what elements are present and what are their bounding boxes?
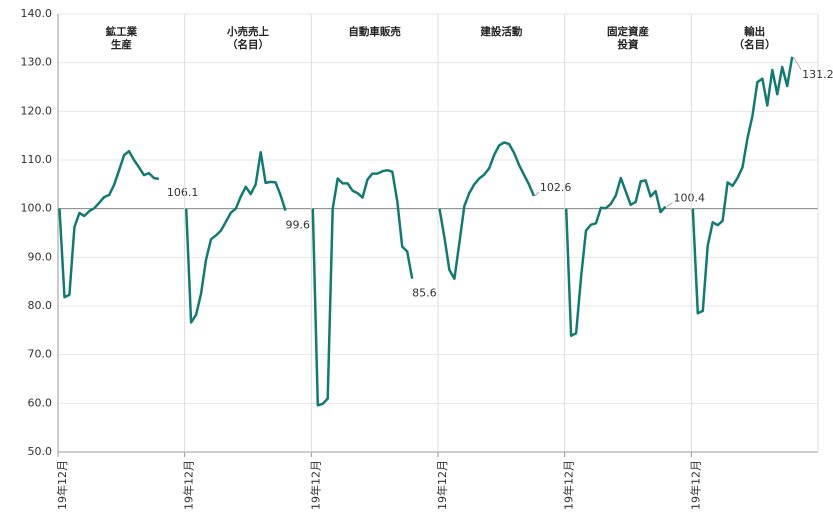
line-series <box>311 168 414 407</box>
x-tick-label: 19年12月 <box>55 460 69 510</box>
leader-line <box>666 202 673 208</box>
line-series <box>58 149 160 299</box>
line-series <box>184 150 287 324</box>
panel-title: 生産 <box>111 38 132 51</box>
leader-line <box>792 56 802 71</box>
data-label: 99.6 <box>286 219 311 232</box>
line-series <box>438 141 536 280</box>
y-tick-label: 120.0 <box>21 104 53 117</box>
data-label: 100.4 <box>674 192 706 205</box>
data-label: 106.1 <box>167 186 199 199</box>
y-tick-label: 100.0 <box>21 202 53 215</box>
leader-line <box>534 191 540 197</box>
data-label: 131.2 <box>802 68 833 81</box>
panel-title: 自動車販売 <box>348 25 401 38</box>
y-tick-label: 110.0 <box>21 153 53 166</box>
y-tick-label: 90.0 <box>28 250 53 263</box>
line-series <box>564 176 667 337</box>
panel-title: （名目） <box>734 38 776 51</box>
panel-title: 固定資産 <box>607 25 649 38</box>
x-tick-label: 19年12月 <box>435 460 449 510</box>
panel-title: 建設活動 <box>479 25 522 38</box>
x-tick-label: 19年12月 <box>688 460 702 510</box>
data-label: 85.6 <box>412 287 437 300</box>
y-tick-label: 140.0 <box>21 7 53 20</box>
y-tick-label: 130.0 <box>21 56 53 69</box>
panel-title: 鉱工業 <box>106 25 138 38</box>
panel-title: 投資 <box>618 38 639 51</box>
panel-title: 小売売上 <box>226 25 269 38</box>
y-tick-label: 60.0 <box>28 396 53 409</box>
data-label: 102.6 <box>540 181 572 194</box>
panel-title: （名目） <box>227 38 269 51</box>
y-tick-label: 80.0 <box>28 299 53 312</box>
line-series <box>691 56 794 315</box>
panel-title: 輸出 <box>744 25 765 38</box>
y-tick-label: 50.0 <box>28 445 53 458</box>
x-tick-label: 19年12月 <box>562 460 576 510</box>
x-tick-label: 19年12月 <box>182 460 196 510</box>
x-tick-label: 19年12月 <box>308 460 322 510</box>
y-tick-label: 70.0 <box>28 348 53 361</box>
